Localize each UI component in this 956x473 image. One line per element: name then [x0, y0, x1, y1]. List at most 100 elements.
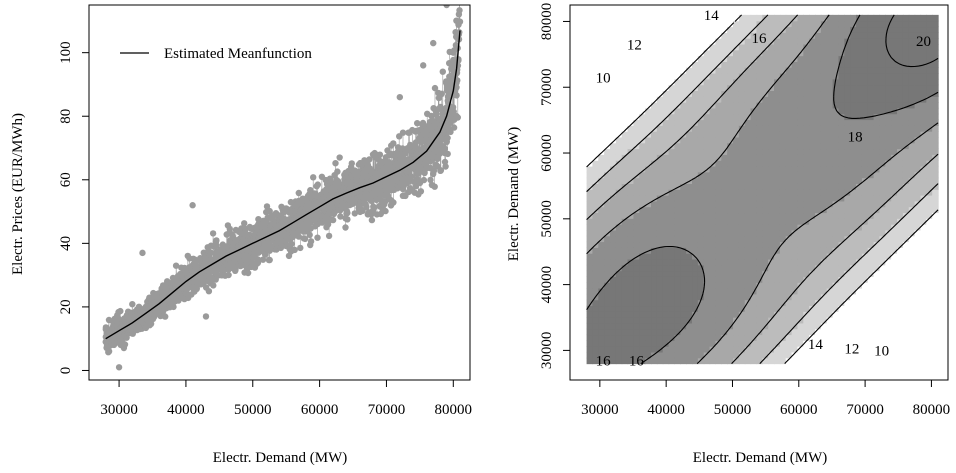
heatmap-cell	[803, 288, 809, 294]
heatmap-cell	[663, 61, 669, 67]
heatmap-cell	[803, 189, 809, 195]
heatmap-cell	[780, 44, 786, 50]
heatmap-cell	[598, 282, 604, 288]
price-point	[326, 233, 332, 239]
heatmap-cell	[721, 294, 727, 300]
heatmap-cell	[715, 137, 721, 143]
heatmap-cell	[721, 137, 727, 143]
heatmap-cell	[616, 340, 622, 346]
heatmap-cell	[792, 96, 798, 102]
heatmap-cell	[604, 178, 610, 184]
heatmap-cell	[809, 137, 815, 143]
heatmap-cell	[663, 317, 669, 323]
heatmap-cell	[815, 114, 821, 120]
price-point	[213, 250, 219, 256]
heatmap-cell	[692, 166, 698, 172]
heatmap-cell	[809, 265, 815, 271]
heatmap-cell	[862, 172, 868, 178]
heatmap-cell	[844, 96, 850, 102]
heatmap-cell	[616, 305, 622, 311]
heatmap-cell	[657, 96, 663, 102]
heatmap-cell	[774, 218, 780, 224]
heatmap-cell	[674, 311, 680, 317]
heatmap-cell	[803, 329, 809, 335]
heatmap-cell	[739, 189, 745, 195]
heatmap-cell	[592, 276, 598, 282]
heatmap-cell	[833, 218, 839, 224]
heatmap-cell	[710, 114, 716, 120]
heatmap-cell	[698, 253, 704, 259]
heatmap-cell	[862, 242, 868, 248]
heatmap-cell	[809, 253, 815, 259]
heatmap-cell	[827, 230, 833, 236]
heatmap-cell	[704, 131, 710, 137]
heatmap-cell	[815, 271, 821, 277]
heatmap-cell	[645, 61, 651, 67]
heatmap-cell	[792, 189, 798, 195]
heatmap-cell	[639, 323, 645, 329]
heatmap-cell	[868, 259, 874, 265]
heatmap-cell	[645, 189, 651, 195]
heatmap-cell	[592, 323, 598, 329]
heatmap-cell	[850, 119, 856, 125]
heatmap-cell	[786, 166, 792, 172]
heatmap-cell	[663, 294, 669, 300]
heatmap-cell	[651, 61, 657, 67]
heatmap-cell	[633, 294, 639, 300]
heatmap-cell	[686, 38, 692, 44]
heatmap-cell	[833, 131, 839, 137]
heatmap-cell	[669, 259, 675, 265]
heatmap-cell	[815, 90, 821, 96]
heatmap-cell	[844, 323, 850, 329]
heatmap-cell	[674, 189, 680, 195]
heatmap-cell	[692, 288, 698, 294]
heatmap-cell	[786, 73, 792, 79]
heatmap-cell	[838, 294, 844, 300]
heatmap-cell	[680, 207, 686, 213]
heatmap-cell	[745, 15, 751, 21]
heatmap-cell	[833, 21, 839, 27]
heatmap-cell	[733, 329, 739, 335]
heatmap-cell	[645, 265, 651, 271]
heatmap-cell	[604, 160, 610, 166]
heatmap-cell	[809, 317, 815, 323]
heatmap-cell	[827, 108, 833, 114]
heatmap-cell	[721, 305, 727, 311]
heatmap-cell	[686, 67, 692, 73]
heatmap-cell	[604, 143, 610, 149]
heatmap-cell	[610, 119, 616, 125]
heatmap-cell	[862, 305, 868, 311]
heatmap-cell	[669, 218, 675, 224]
heatmap-cell	[622, 253, 628, 259]
heatmap-cell	[792, 125, 798, 131]
heatmap-cell	[727, 317, 733, 323]
heatmap-cell	[809, 143, 815, 149]
heatmap-cell	[774, 212, 780, 218]
heatmap-cell	[751, 352, 757, 358]
heatmap-cell	[815, 230, 821, 236]
heatmap-cell	[715, 300, 721, 306]
heatmap-cell	[698, 160, 704, 166]
heatmap-cell	[698, 340, 704, 346]
heatmap-cell	[756, 189, 762, 195]
heatmap-cell	[868, 265, 874, 271]
heatmap-cell	[604, 236, 610, 242]
heatmap-cell	[856, 50, 862, 56]
price-point	[330, 217, 336, 223]
heatmap-cell	[669, 294, 675, 300]
heatmap-cell	[815, 288, 821, 294]
heatmap-cell	[762, 358, 768, 364]
heatmap-cell	[645, 96, 651, 102]
heatmap-cell	[686, 26, 692, 32]
heatmap-cell	[838, 172, 844, 178]
heatmap-cell	[592, 259, 598, 265]
heatmap-cell	[657, 218, 663, 224]
heatmap-cell	[774, 114, 780, 120]
heatmap-cell	[733, 352, 739, 358]
heatmap-cell	[727, 242, 733, 248]
heatmap-cell	[809, 224, 815, 230]
heatmap-cell	[774, 259, 780, 265]
heatmap-cell	[622, 166, 628, 172]
heatmap-cell	[821, 154, 827, 160]
